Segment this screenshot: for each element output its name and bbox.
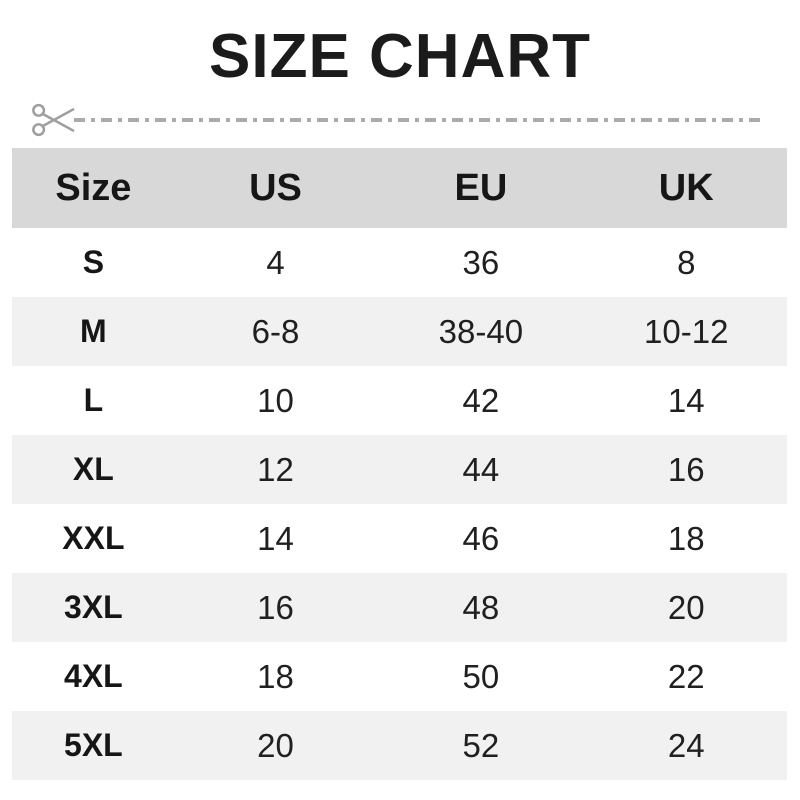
- size-cell: 4XL: [64, 658, 123, 694]
- scissors-icon: [32, 103, 75, 137]
- us-cell: 18: [257, 657, 294, 695]
- size-cell: 5XL: [64, 727, 123, 763]
- us-cell: 4: [266, 243, 285, 281]
- table-row: L 10 42 14: [12, 366, 787, 435]
- table-row: 3XL 16 48 20: [12, 573, 787, 642]
- size-cell: L: [83, 382, 104, 418]
- size-cell: XXL: [62, 520, 125, 556]
- uk-cell: 10-12: [644, 312, 729, 350]
- size-cell: XL: [72, 451, 114, 487]
- size-chart-table: Size US EU UK S 4 36 8 M 6-8 38-40 10-12…: [12, 148, 787, 780]
- header-uk: UK: [585, 148, 787, 228]
- header-eu: EU: [376, 148, 586, 228]
- uk-cell: 18: [667, 519, 705, 557]
- eu-cell: 44: [462, 450, 500, 488]
- us-cell: 10: [257, 381, 294, 419]
- eu-cell: 50: [462, 657, 500, 695]
- cut-line: [30, 98, 770, 142]
- table-header-row: Size US EU UK: [12, 148, 787, 228]
- eu-cell: 52: [462, 726, 500, 764]
- dashed-cut-rule: [74, 118, 765, 122]
- uk-cell: 14: [667, 381, 705, 419]
- us-cell: 6-8: [251, 312, 300, 350]
- table-row: XXL 14 46 18: [12, 504, 787, 573]
- us-cell: 12: [257, 450, 294, 488]
- table-row: XL 12 44 16: [12, 435, 787, 504]
- uk-cell: 22: [667, 657, 705, 695]
- table-row: S 4 36 8: [12, 228, 787, 297]
- page-title: SIZE CHART: [209, 22, 591, 91]
- us-cell: 20: [257, 726, 294, 764]
- eu-cell: 46: [462, 519, 500, 557]
- table-row: 4XL 18 50 22: [12, 642, 787, 711]
- size-cell: M: [80, 313, 107, 349]
- us-cell: 16: [257, 588, 294, 626]
- size-cell: 3XL: [64, 589, 123, 625]
- header-size: Size: [12, 148, 175, 228]
- table-row: 5XL 20 52 24: [12, 711, 787, 780]
- header-us: US: [174, 148, 377, 228]
- uk-cell: 20: [667, 588, 705, 626]
- eu-cell: 48: [462, 588, 500, 626]
- eu-cell: 36: [462, 243, 500, 281]
- uk-cell: 16: [667, 450, 705, 488]
- eu-cell: 42: [462, 381, 500, 419]
- uk-cell: 24: [667, 726, 705, 764]
- us-cell: 14: [257, 519, 294, 557]
- size-cell: S: [82, 244, 105, 280]
- eu-cell: 38-40: [438, 312, 524, 350]
- uk-cell: 8: [677, 243, 696, 281]
- table-row: M 6-8 38-40 10-12: [12, 297, 787, 366]
